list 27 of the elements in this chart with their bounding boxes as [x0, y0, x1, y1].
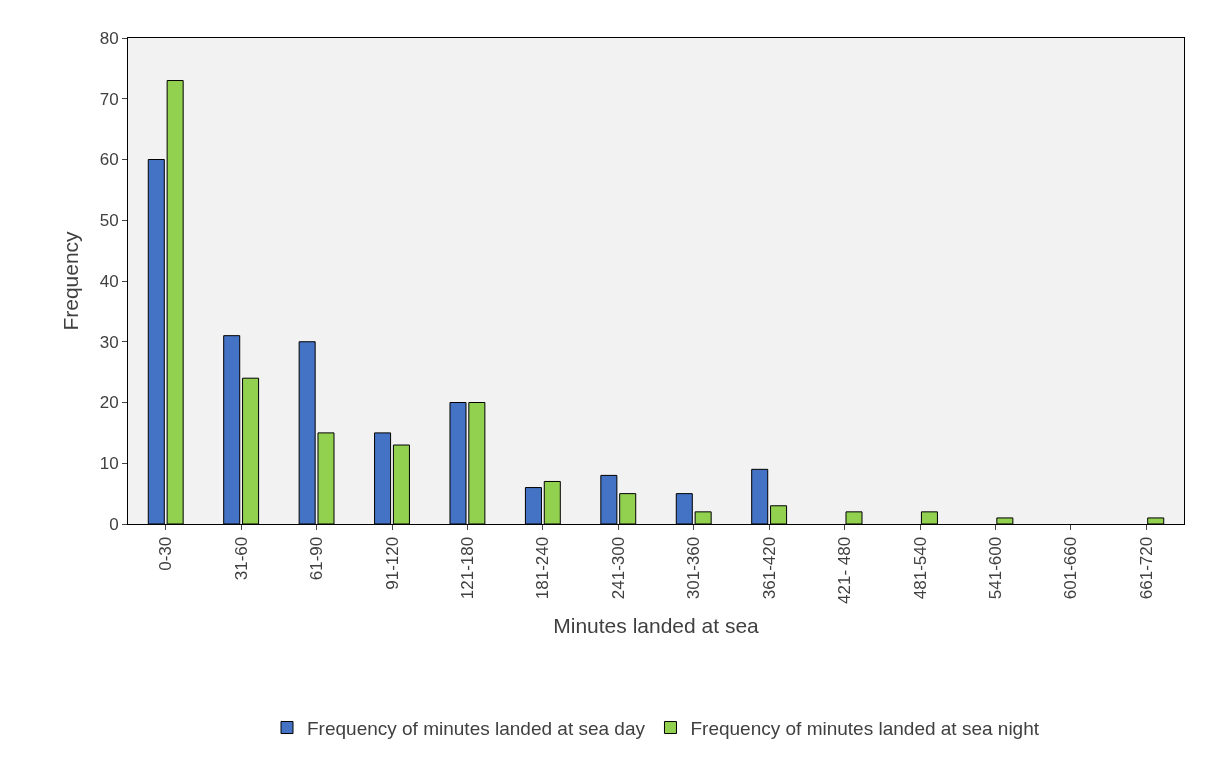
x-tick-label: 361-420	[759, 536, 779, 600]
x-tick-label: 541-600	[985, 536, 1005, 600]
x-tick-label: 241-300	[608, 536, 628, 600]
y-tick-label: 30	[99, 332, 119, 352]
y-tick-label: 70	[99, 89, 119, 109]
y-tick-label: 50	[99, 211, 119, 231]
x-tick-label: 301-360	[684, 536, 704, 600]
x-tick-label: 61-90	[307, 536, 327, 581]
x-tick-label: 0-30	[156, 536, 176, 571]
legend-label: Frequency of minutes landed at sea night	[690, 717, 1040, 739]
x-tick-label: 601-660	[1061, 536, 1081, 600]
y-tick-label: 40	[99, 271, 119, 291]
x-tick-label: 31-60	[231, 536, 251, 581]
y-tick-label: 0	[109, 514, 119, 534]
y-tick-label: 20	[99, 393, 119, 413]
x-axis-title: Minutes landed at sea	[553, 614, 760, 638]
x-tick-label: 421- 480	[835, 536, 855, 604]
x-tick-label: 481-540	[910, 536, 930, 600]
x-tick-label: 91-120	[382, 536, 402, 590]
x-tick-label: 661-720	[1136, 536, 1156, 600]
y-tick-label: 10	[99, 454, 119, 474]
y-tick-label: 60	[99, 150, 119, 170]
x-tick-label: 181-240	[533, 536, 553, 600]
y-tick-label: 80	[99, 28, 119, 48]
legend-label: Frequency of minutes landed at sea day	[307, 717, 646, 739]
y-axis-title: Frequency	[58, 230, 82, 331]
x-tick-label: 121-180	[457, 536, 477, 600]
